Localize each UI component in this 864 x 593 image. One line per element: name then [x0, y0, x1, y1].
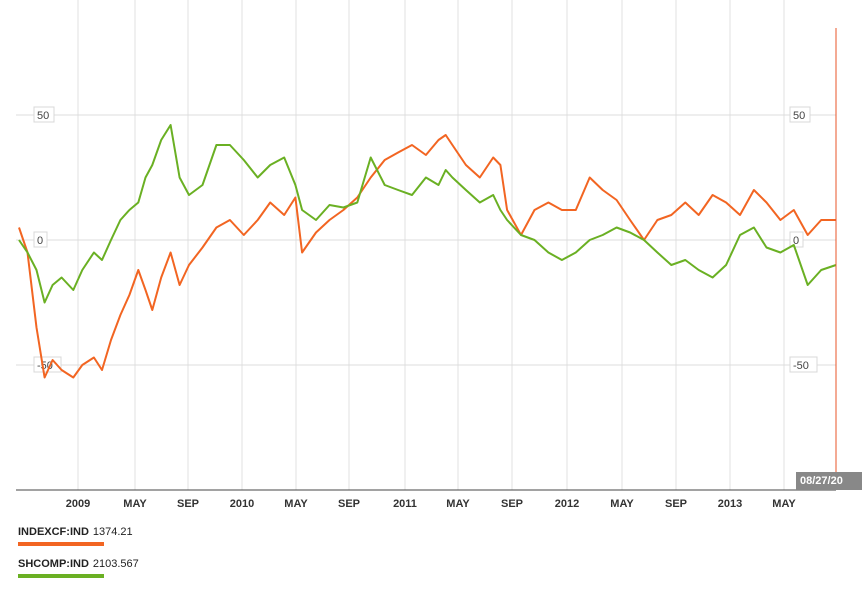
y-tick-label-left: 0 [37, 235, 43, 247]
y-tick-label-right: 0 [793, 235, 799, 247]
legend-symbol: INDEXCF:IND [18, 526, 89, 538]
x-tick-label: MAY [446, 498, 470, 510]
x-tick-label: MAY [610, 498, 634, 510]
y-label-box-right [789, 231, 804, 248]
y-gridlines [16, 114, 836, 366]
x-tick-label: SEP [665, 498, 687, 510]
legend-swatch [18, 574, 104, 578]
x-tick-label: MAY [284, 498, 308, 510]
x-axis-tick-labels: 2009 MAY SEP 2010 MAY SEP 2011 MAY SEP 2012 MAY SEP… [66, 498, 797, 510]
x-tick-label: 2012 [555, 498, 579, 510]
x-tick-label: 2011 [393, 498, 417, 510]
series-lines [18, 124, 837, 379]
y-tick-label-right: -50 [793, 360, 809, 372]
y-tick-label-left: 50 [37, 110, 49, 122]
x-tick-label: 2010 [230, 498, 254, 510]
y-label-box-right [789, 356, 818, 373]
legend-swatch [18, 542, 104, 546]
series-line-indexcf [18, 134, 836, 379]
legend-value: 2103.567 [92, 558, 139, 570]
legend-item-shcomp[interactable]: SHCOMP:IND 2103.567 [18, 558, 139, 578]
legend-item-indexcf[interactable]: INDEXCF:IND 1374.21 [18, 526, 133, 546]
series-line-shcomp [18, 124, 837, 304]
y-label-box-left [33, 106, 55, 123]
x-tick-label: SEP [501, 498, 523, 510]
y-label-box-left [33, 231, 48, 248]
cursor-date-label: 08/27/20 [796, 472, 862, 490]
legend-value: 1374.21 [92, 526, 133, 538]
x-tick-label: 2009 [66, 498, 90, 510]
legend-symbol: SHCOMP:IND [18, 558, 89, 570]
y-tick-label-right: 50 [793, 110, 805, 122]
x-tick-label: MAY [772, 498, 796, 510]
x-tick-label: SEP [338, 498, 360, 510]
x-gridlines [77, 0, 785, 490]
y-axis-labels: 50 500 0-50 -50 [33, 106, 818, 373]
x-tick-label: MAY [123, 498, 147, 510]
y-label-box-right [789, 106, 811, 123]
x-tick-label: SEP [177, 498, 199, 510]
x-tick-label: 2013 [718, 498, 742, 510]
